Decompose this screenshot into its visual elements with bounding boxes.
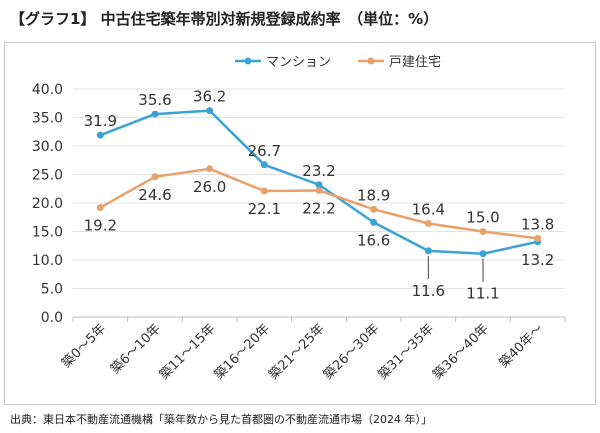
data-label: 23.2: [302, 162, 335, 180]
y-tick-label: 25.0: [32, 168, 63, 184]
data-point: [96, 204, 104, 212]
x-tick-label: 築6〜10年: [108, 321, 164, 377]
data-point: [424, 220, 432, 228]
data-label: 11.1: [466, 285, 499, 303]
legend-marker: [367, 57, 375, 65]
data-label: 22.1: [248, 200, 281, 218]
data-point: [315, 181, 323, 189]
source-note: 出典：東日本不動産流通機構「築年数から見た首都圏の不動産流通市場（2024 年）…: [10, 413, 432, 426]
x-tick-label: 築0〜5年: [59, 321, 109, 371]
data-label: 35.6: [138, 91, 171, 109]
data-point: [260, 187, 268, 195]
line-chart: 0.05.010.015.020.025.030.035.040.0築0〜5年築…: [32, 55, 566, 383]
data-point: [315, 186, 323, 194]
data-label: 24.6: [138, 186, 171, 204]
y-tick-label: 40.0: [32, 82, 63, 98]
x-tick-label: 築40年〜: [497, 321, 547, 371]
x-tick-label: 築31〜35年: [376, 321, 438, 383]
data-label: 36.2: [193, 88, 226, 106]
y-tick-label: 20.0: [32, 196, 63, 212]
chart-title: 【グラフ1】 中古住宅築年帯別対新規登録成約率 （単位：%）: [10, 10, 439, 28]
y-tick-label: 15.0: [32, 225, 63, 241]
data-point: [370, 218, 378, 226]
data-point: [151, 110, 159, 118]
data-label: 11.6: [412, 282, 445, 300]
x-tick-label: 築11〜15年: [157, 321, 219, 383]
y-tick-label: 35.0: [32, 111, 63, 127]
x-tick-label: 築21〜25年: [266, 321, 328, 383]
data-point: [260, 161, 268, 169]
chart-frame: 0.0 5.0 10.0 15.0 20.0 25.0 30.0 35.0 40.0 築0〜5年築…: [4, 42, 596, 405]
data-point: [370, 205, 378, 213]
legend-marker: [244, 57, 252, 65]
data-point: [424, 247, 432, 255]
data-label: 19.2: [84, 217, 117, 235]
data-point: [206, 165, 214, 173]
data-point: [534, 234, 542, 242]
y-tick-label: 5.0: [41, 282, 63, 298]
x-tick-label: 築36〜40年: [430, 321, 492, 383]
data-point: [96, 131, 104, 139]
data-point: [479, 250, 487, 258]
data-label: 22.2: [302, 199, 335, 217]
data-point: [206, 107, 214, 115]
legend-label: マンション: [266, 55, 331, 70]
data-label: 26.0: [193, 178, 226, 196]
data-point: [151, 173, 159, 181]
y-tick-label: 30.0: [32, 139, 63, 155]
data-point: [479, 228, 487, 235]
data-label: 16.6: [357, 231, 390, 249]
data-label: 13.8: [521, 215, 554, 233]
data-label: 13.2: [521, 251, 554, 269]
legend-label: 戸建住宅: [389, 55, 441, 70]
data-label: 18.9: [357, 186, 390, 204]
data-label: 26.7: [248, 142, 281, 160]
x-tick-label: 築16〜20年: [212, 321, 274, 383]
y-tick-label: 10.0: [32, 253, 63, 269]
data-label: 15.0: [466, 209, 499, 227]
data-label: 31.9: [84, 112, 117, 130]
y-tick-label: 0.0: [41, 310, 63, 326]
x-tick-label: 築26〜30年: [321, 321, 383, 383]
data-label: 16.4: [412, 201, 445, 219]
